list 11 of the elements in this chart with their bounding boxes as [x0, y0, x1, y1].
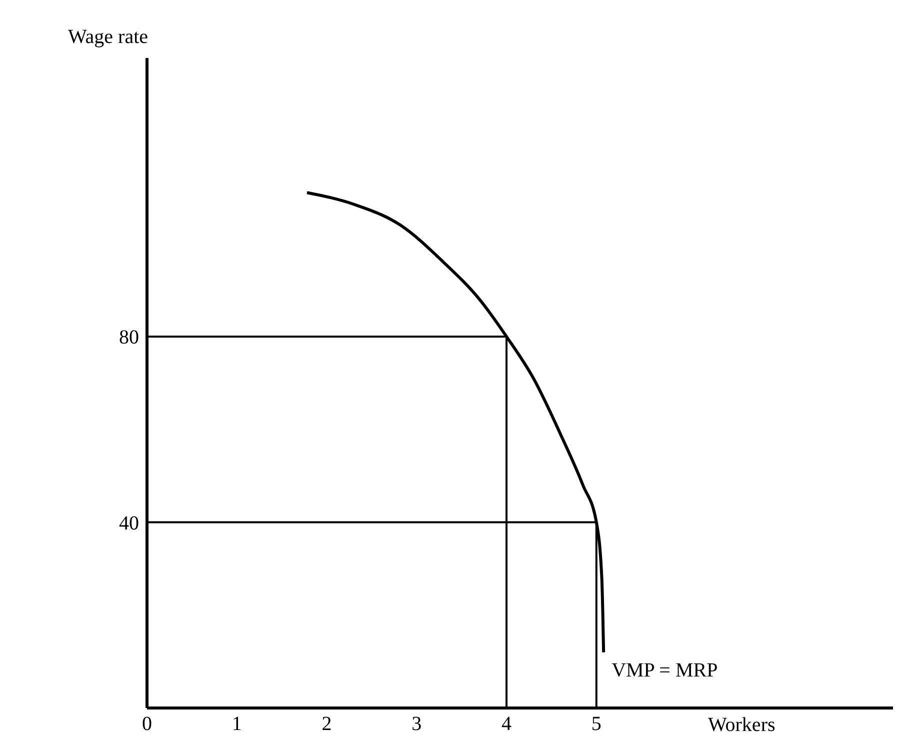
- y-axis-title: Wage rate: [68, 26, 148, 49]
- series-label: VMP = MRP: [612, 659, 718, 682]
- x-tick-label: 3: [412, 713, 422, 736]
- x-tick-label: 2: [322, 713, 332, 736]
- x-tick-label: 0: [142, 713, 152, 736]
- x-tick-label: 1: [232, 713, 242, 736]
- x-tick-label: 4: [502, 713, 512, 736]
- x-tick-label: 5: [591, 713, 602, 736]
- y-tick-label: 80: [119, 326, 139, 349]
- x-axis-title: Workers: [708, 714, 776, 737]
- y-tick-label: 40: [119, 512, 139, 534]
